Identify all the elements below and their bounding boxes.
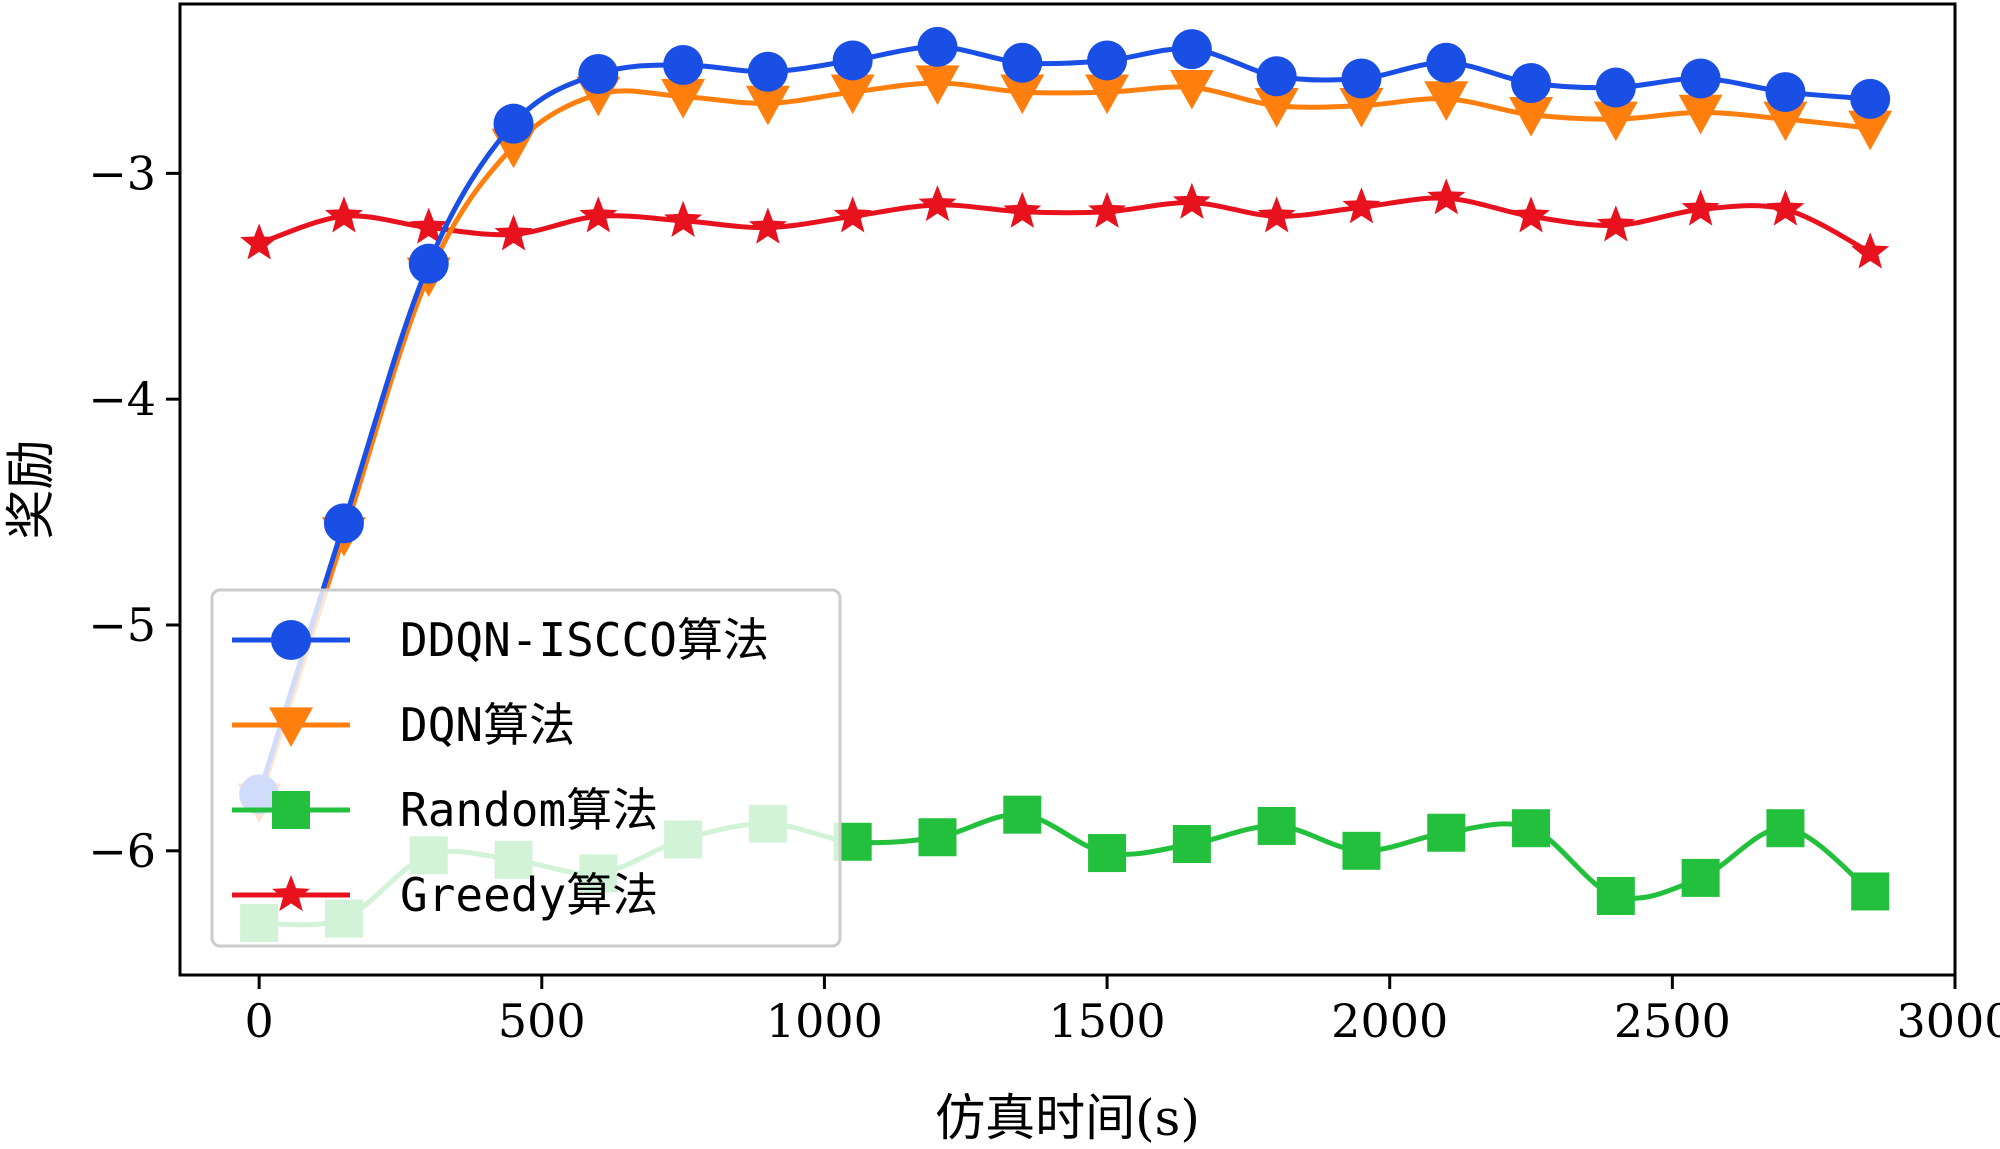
series-line (258, 195, 1872, 255)
legend-marker (271, 620, 311, 660)
legend-label: Random算法 (400, 783, 658, 837)
data-point (1257, 196, 1296, 233)
data-point (1512, 809, 1551, 848)
series-0 (239, 26, 1891, 815)
y-axis-label: 奖励 (2, 440, 60, 540)
data-point (918, 184, 957, 222)
data-point (1002, 42, 1043, 83)
x-tick-label: 3000 (1896, 994, 2000, 1048)
x-tick-label: 2500 (1614, 994, 1731, 1048)
data-point (1850, 78, 1891, 119)
data-point (1766, 809, 1805, 848)
data-point (323, 503, 364, 544)
data-point (1427, 813, 1466, 852)
data-point (1851, 872, 1890, 911)
y-tick-label: −4 (88, 372, 156, 426)
data-point (1254, 88, 1299, 128)
data-point (1172, 182, 1211, 219)
data-point (1342, 831, 1381, 870)
data-point (915, 65, 960, 106)
x-tick-label: 1500 (1049, 994, 1166, 1048)
data-point (1848, 110, 1893, 151)
legend-label: DDQN-ISCCO算法 (400, 613, 769, 667)
series-3 (240, 178, 1890, 269)
data-point (408, 243, 449, 284)
legend-marker (271, 875, 311, 912)
data-point (830, 74, 875, 115)
data-point (748, 207, 787, 244)
data-point (663, 44, 704, 85)
x-axis-ticks: 0 500 1000 1500 2000 2500 3000 (244, 975, 2000, 1048)
x-tick-label: 2000 (1331, 994, 1448, 1048)
data-point (1088, 834, 1127, 873)
data-point (1763, 101, 1808, 142)
y-tick-label: −3 (88, 146, 156, 200)
y-tick-label: −5 (88, 598, 156, 652)
data-point (1424, 81, 1469, 121)
data-point (833, 196, 872, 233)
data-point (579, 196, 618, 233)
data-point (1256, 56, 1297, 97)
data-point (1678, 94, 1723, 135)
data-point (1171, 29, 1212, 70)
data-point (1087, 40, 1128, 81)
data-point (1681, 858, 1720, 897)
data-point (664, 200, 703, 237)
data-point (324, 196, 363, 233)
data-point (1509, 97, 1554, 137)
data-point (1169, 69, 1214, 110)
x-tick-label: 0 (244, 994, 273, 1048)
x-tick-label: 500 (498, 994, 586, 1048)
data-point (832, 40, 873, 81)
data-point (1172, 825, 1211, 864)
data-point (409, 207, 448, 244)
data-point (1342, 187, 1381, 224)
data-point (1680, 58, 1721, 99)
data-point (1765, 72, 1806, 113)
x-tick-label: 1000 (766, 994, 883, 1048)
y-axis-ticks: −6 −5 −4 −3 (88, 146, 180, 878)
legend-label: DQN算法 (400, 698, 575, 752)
data-point (240, 223, 279, 260)
legend-marker (272, 791, 310, 829)
data-point (917, 26, 958, 67)
plot-frame (178, 2, 1957, 977)
data-point (1003, 191, 1042, 228)
data-point (1512, 196, 1551, 233)
series-line (256, 80, 1871, 802)
legend: DDQN-ISCCO算法 DQN算法 Random算法 Greedy算法 (210, 588, 842, 948)
data-point (1341, 58, 1382, 99)
data-point (1003, 795, 1042, 834)
data-point (1088, 191, 1127, 228)
data-point (1596, 205, 1635, 242)
data-point (1085, 74, 1130, 115)
data-point (494, 214, 533, 251)
data-point (747, 51, 788, 92)
legend-box (210, 588, 842, 948)
legend-marker (269, 707, 313, 747)
data-point (661, 78, 706, 119)
y-tick-label: −6 (88, 824, 156, 878)
data-point (1339, 88, 1384, 128)
data-point (918, 818, 957, 857)
data-point (493, 103, 534, 144)
data-point (1596, 876, 1635, 915)
data-point (1000, 74, 1045, 115)
data-point (578, 54, 619, 95)
data-point (1681, 189, 1720, 226)
data-point (1427, 178, 1466, 215)
data-point (1851, 232, 1890, 269)
data-point (1595, 67, 1636, 108)
data-point (1511, 63, 1552, 104)
legend-label: Greedy算法 (400, 868, 658, 922)
x-axis-label: 仿真时间(s) (935, 1089, 1200, 1144)
data-point (745, 85, 790, 126)
data-point (1426, 42, 1467, 83)
data-point (1593, 101, 1638, 142)
data-point (1766, 189, 1805, 226)
data-point (1257, 806, 1296, 845)
